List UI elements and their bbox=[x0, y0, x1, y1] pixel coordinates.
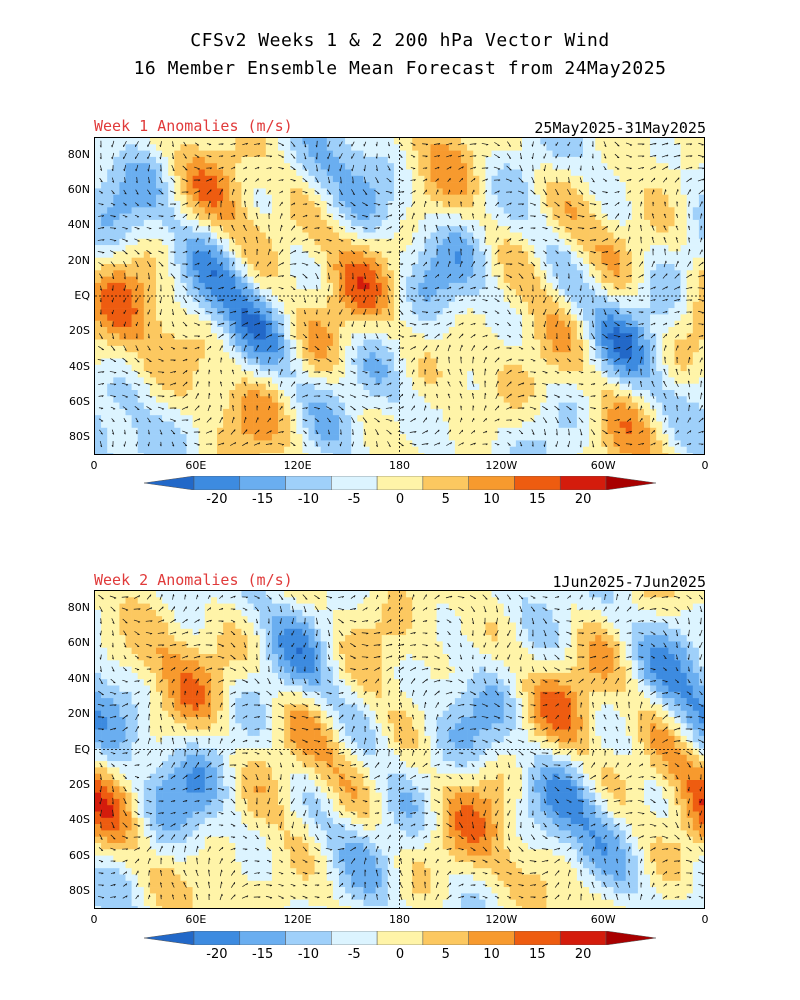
lat-label: 40N bbox=[67, 218, 90, 232]
lat-label: 80S bbox=[69, 430, 90, 444]
lon-label: 60W bbox=[590, 913, 616, 926]
colorbar-segment bbox=[376, 476, 424, 490]
lat-label: EQ bbox=[74, 289, 90, 302]
colorbar-label: -10 bbox=[297, 492, 320, 507]
colorbar-1 bbox=[144, 476, 656, 490]
lat-label: 20N bbox=[67, 707, 90, 721]
colorbar-label: -20 bbox=[206, 947, 228, 962]
colorbar-segment bbox=[285, 476, 332, 490]
lat-label: 80S bbox=[69, 884, 90, 898]
lon-label: 0 bbox=[90, 913, 98, 926]
lat-label: 60N bbox=[67, 183, 90, 196]
lat-label: 40N bbox=[67, 671, 90, 685]
panel-2-label: Week 2 Anomalies (m/s) bbox=[94, 571, 293, 589]
panel-2-date-range: 1Jun2025-7Jun2025 bbox=[552, 573, 706, 591]
colorbar-segment bbox=[422, 476, 469, 490]
lat-label: 20S bbox=[69, 777, 90, 791]
lon-label: 0 bbox=[90, 459, 98, 472]
wind-vectors bbox=[97, 140, 704, 448]
colorbar-label: 10 bbox=[483, 947, 500, 962]
page-subtitle: 16 Member Ensemble Mean Forecast from 24… bbox=[133, 58, 667, 79]
lon-label: 60W bbox=[590, 459, 616, 472]
lat-label: 80N bbox=[67, 147, 90, 161]
week-1-anomaly-map bbox=[94, 137, 705, 455]
colorbar-label: 20 bbox=[574, 492, 592, 507]
colorbar-segment bbox=[559, 931, 607, 945]
colorbar-segment bbox=[331, 931, 378, 945]
anomaly-field bbox=[95, 591, 704, 908]
panel-1-label: Week 1 Anomalies (m/s) bbox=[94, 117, 293, 135]
colorbar-segment bbox=[144, 476, 195, 490]
lat-label: 60S bbox=[69, 395, 90, 408]
lat-label: 60N bbox=[67, 636, 90, 650]
colorbar-segment bbox=[239, 931, 286, 945]
lon-label: 0 bbox=[701, 913, 709, 926]
colorbar-segment bbox=[468, 476, 515, 490]
colorbar-segment bbox=[285, 931, 332, 945]
colorbar-label: 5 bbox=[441, 492, 450, 507]
colorbar-label: -15 bbox=[252, 492, 274, 507]
colorbar-segment bbox=[376, 931, 424, 945]
lon-label: 120E bbox=[283, 459, 312, 472]
colorbar-label: -5 bbox=[347, 947, 361, 962]
colorbar-label: 5 bbox=[441, 947, 450, 962]
lon-label: 120W bbox=[485, 913, 518, 926]
lon-label: 60E bbox=[185, 913, 207, 926]
colorbar-segment bbox=[468, 931, 515, 945]
colorbar-segment bbox=[193, 931, 241, 945]
lat-label: EQ bbox=[74, 742, 90, 756]
lon-label: 0 bbox=[701, 459, 709, 472]
anomaly-field bbox=[95, 138, 704, 454]
lon-label: 180 bbox=[389, 913, 410, 926]
colorbar-label: 0 bbox=[395, 492, 405, 507]
colorbar-segment bbox=[239, 476, 286, 490]
lat-label: 80N bbox=[67, 600, 90, 614]
colorbar-label: -10 bbox=[297, 947, 320, 962]
colorbar-segment bbox=[514, 476, 561, 490]
lon-label: 180 bbox=[389, 459, 410, 472]
lat-label: 20N bbox=[67, 253, 90, 267]
page-title: CFSv2 Weeks 1 & 2 200 hPa Vector Wind bbox=[190, 30, 610, 51]
colorbar-label: 0 bbox=[395, 947, 405, 962]
lat-label: 40S bbox=[69, 359, 90, 373]
colorbar-label: 15 bbox=[529, 947, 546, 962]
colorbar-segment bbox=[559, 476, 607, 490]
colorbar-label: -15 bbox=[252, 947, 274, 962]
colorbar-segment bbox=[605, 931, 656, 945]
colorbar-segment bbox=[605, 476, 656, 490]
colorbar-label: 20 bbox=[574, 947, 592, 962]
panel-1-date-range: 25May2025-31May2025 bbox=[534, 119, 706, 137]
colorbar-segment bbox=[422, 931, 469, 945]
lat-label: 60S bbox=[69, 848, 90, 862]
week-2-anomaly-map bbox=[94, 590, 705, 909]
colorbar-label: -5 bbox=[347, 492, 361, 507]
colorbar-label: -20 bbox=[206, 492, 228, 507]
colorbar-2 bbox=[144, 931, 656, 945]
lon-label: 120W bbox=[485, 459, 518, 472]
lon-label: 60E bbox=[185, 459, 207, 472]
colorbar-segment bbox=[193, 476, 241, 490]
colorbar-segment bbox=[331, 476, 378, 490]
lat-label: 40S bbox=[69, 813, 90, 827]
colorbar-label: 10 bbox=[483, 492, 500, 507]
colorbar-label: 15 bbox=[529, 492, 546, 507]
lat-label: 20S bbox=[69, 324, 90, 338]
colorbar-segment bbox=[514, 931, 561, 945]
colorbar-segment bbox=[144, 931, 195, 945]
wind-vectors bbox=[97, 593, 704, 901]
lon-label: 120E bbox=[283, 913, 312, 926]
